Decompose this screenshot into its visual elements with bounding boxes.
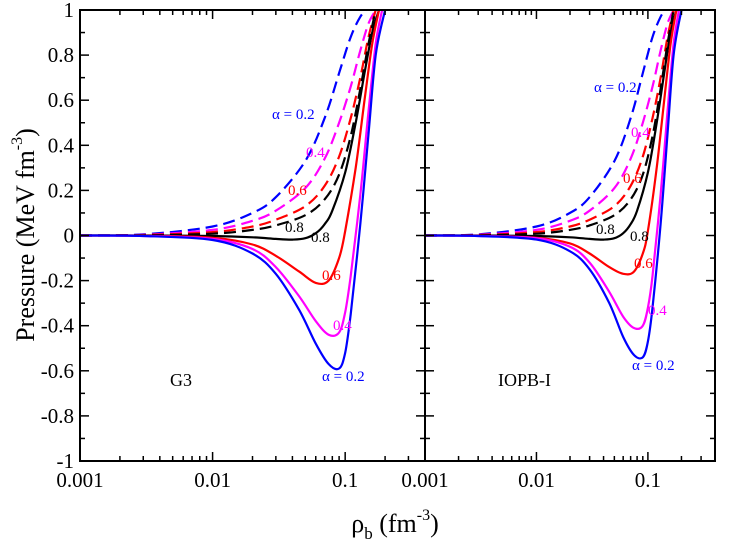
y-tick-label: 0 <box>64 224 75 248</box>
solid-curve-label: 0.4 <box>333 318 352 334</box>
y-tick-label: -0.2 <box>41 269 74 293</box>
solid-curve-alpha-04 <box>80 10 384 337</box>
curve-group <box>425 10 683 360</box>
dashed-alpha-label: α = 0.2 <box>594 80 637 96</box>
dashed-curve-label: 0.6 <box>623 171 642 187</box>
solid-curve-alpha-02 <box>80 10 387 371</box>
x-axis-title-unit: (fm <box>373 509 417 538</box>
y-axis-title-main: Pressure (MeV fm <box>11 150 40 342</box>
x-tick-label: 0.1 <box>635 468 661 492</box>
dashed-curve-alpha-04 <box>80 10 377 237</box>
solid-curve-alpha-08 <box>80 10 381 241</box>
panel-g3: 1 0.8 0.6 0.4 0.2 0 -0.2 -0.4 -0.6 -0.8 -10.001 0.0… <box>41 0 426 492</box>
y-tick-label: 0.2 <box>48 178 74 202</box>
y-tick-label: -1 <box>57 449 75 473</box>
y-tick-label: -0.4 <box>41 314 75 338</box>
dashed-curve-label: 0.4 <box>631 125 650 141</box>
dashed-curve-label: 0.8 <box>285 220 304 236</box>
panel-iopb-i: 0.001 0.01 0.1 IOPB-I α = 0.2 0.4 0.6 0.8 0.4 0.6… <box>401 9 716 492</box>
x-tick-label: 0.001 <box>401 468 448 492</box>
dashed-curve-alpha-02 <box>425 10 667 237</box>
dashed-curve-alpha-04 <box>425 10 675 237</box>
solid-curve-alpha-04 <box>425 10 681 330</box>
dashed-curve-alpha-08 <box>425 10 675 237</box>
dashed-curve-alpha-08 <box>80 10 377 237</box>
solid-curve-alpha-08 <box>425 10 678 241</box>
x-axis-title: ρb (fm-3) <box>351 507 439 543</box>
x-tick-label: 0.01 <box>518 468 555 492</box>
y-tick-label: -0.8 <box>41 404 74 428</box>
dashed-curve-label: 0.4 <box>306 145 325 161</box>
solid-curve-alpha-06 <box>80 10 381 286</box>
x-axis-title-symbol: ρ <box>351 509 364 538</box>
x-tick-label: 0.1 <box>332 468 358 492</box>
y-tick-label: -0.6 <box>41 359 74 383</box>
dashed-alpha-label: α = 0.2 <box>272 107 315 123</box>
y-tick-label: 1 <box>64 0 75 22</box>
dashed-curve-label: 0.6 <box>288 183 307 199</box>
x-tick-label: 0.01 <box>194 468 231 492</box>
dashed-curve-alpha-02 <box>80 10 368 237</box>
model-label: G3 <box>170 370 192 390</box>
dashed-curve-label: 0.8 <box>596 222 615 238</box>
dashed-curve-alpha-06 <box>425 10 675 237</box>
x-axis-title-sub: b <box>364 524 373 543</box>
solid-curve-label: 0.6 <box>634 256 653 272</box>
solid-curve-label: 0.4 <box>648 303 667 319</box>
solid-alpha-label: α = 0.2 <box>632 358 675 374</box>
solid-curve-label: 0.8 <box>311 230 330 246</box>
solid-curve-label: 0.8 <box>630 229 649 245</box>
solid-curve-label: 0.6 <box>322 268 341 284</box>
dashed-curve-alpha-06 <box>80 10 377 237</box>
x-tick-label: 0.001 <box>56 468 103 492</box>
y-tick-label: 0.8 <box>48 43 74 67</box>
y-axis-title-close: ) <box>11 128 40 137</box>
x-axis-title-close: ) <box>430 509 439 538</box>
y-axis-title: Pressure (MeV fm-3) <box>9 128 40 342</box>
y-tick-label: 0.4 <box>48 133 75 157</box>
solid-curve-alpha-02 <box>425 10 683 360</box>
solid-alpha-label: α = 0.2 <box>322 369 365 385</box>
curve-group <box>80 10 387 371</box>
x-axis-title-exp: -3 <box>417 507 430 524</box>
model-label: IOPB-I <box>498 370 551 390</box>
y-tick-label: 0.6 <box>48 88 74 112</box>
y-axis-title-exp: -3 <box>9 137 26 150</box>
